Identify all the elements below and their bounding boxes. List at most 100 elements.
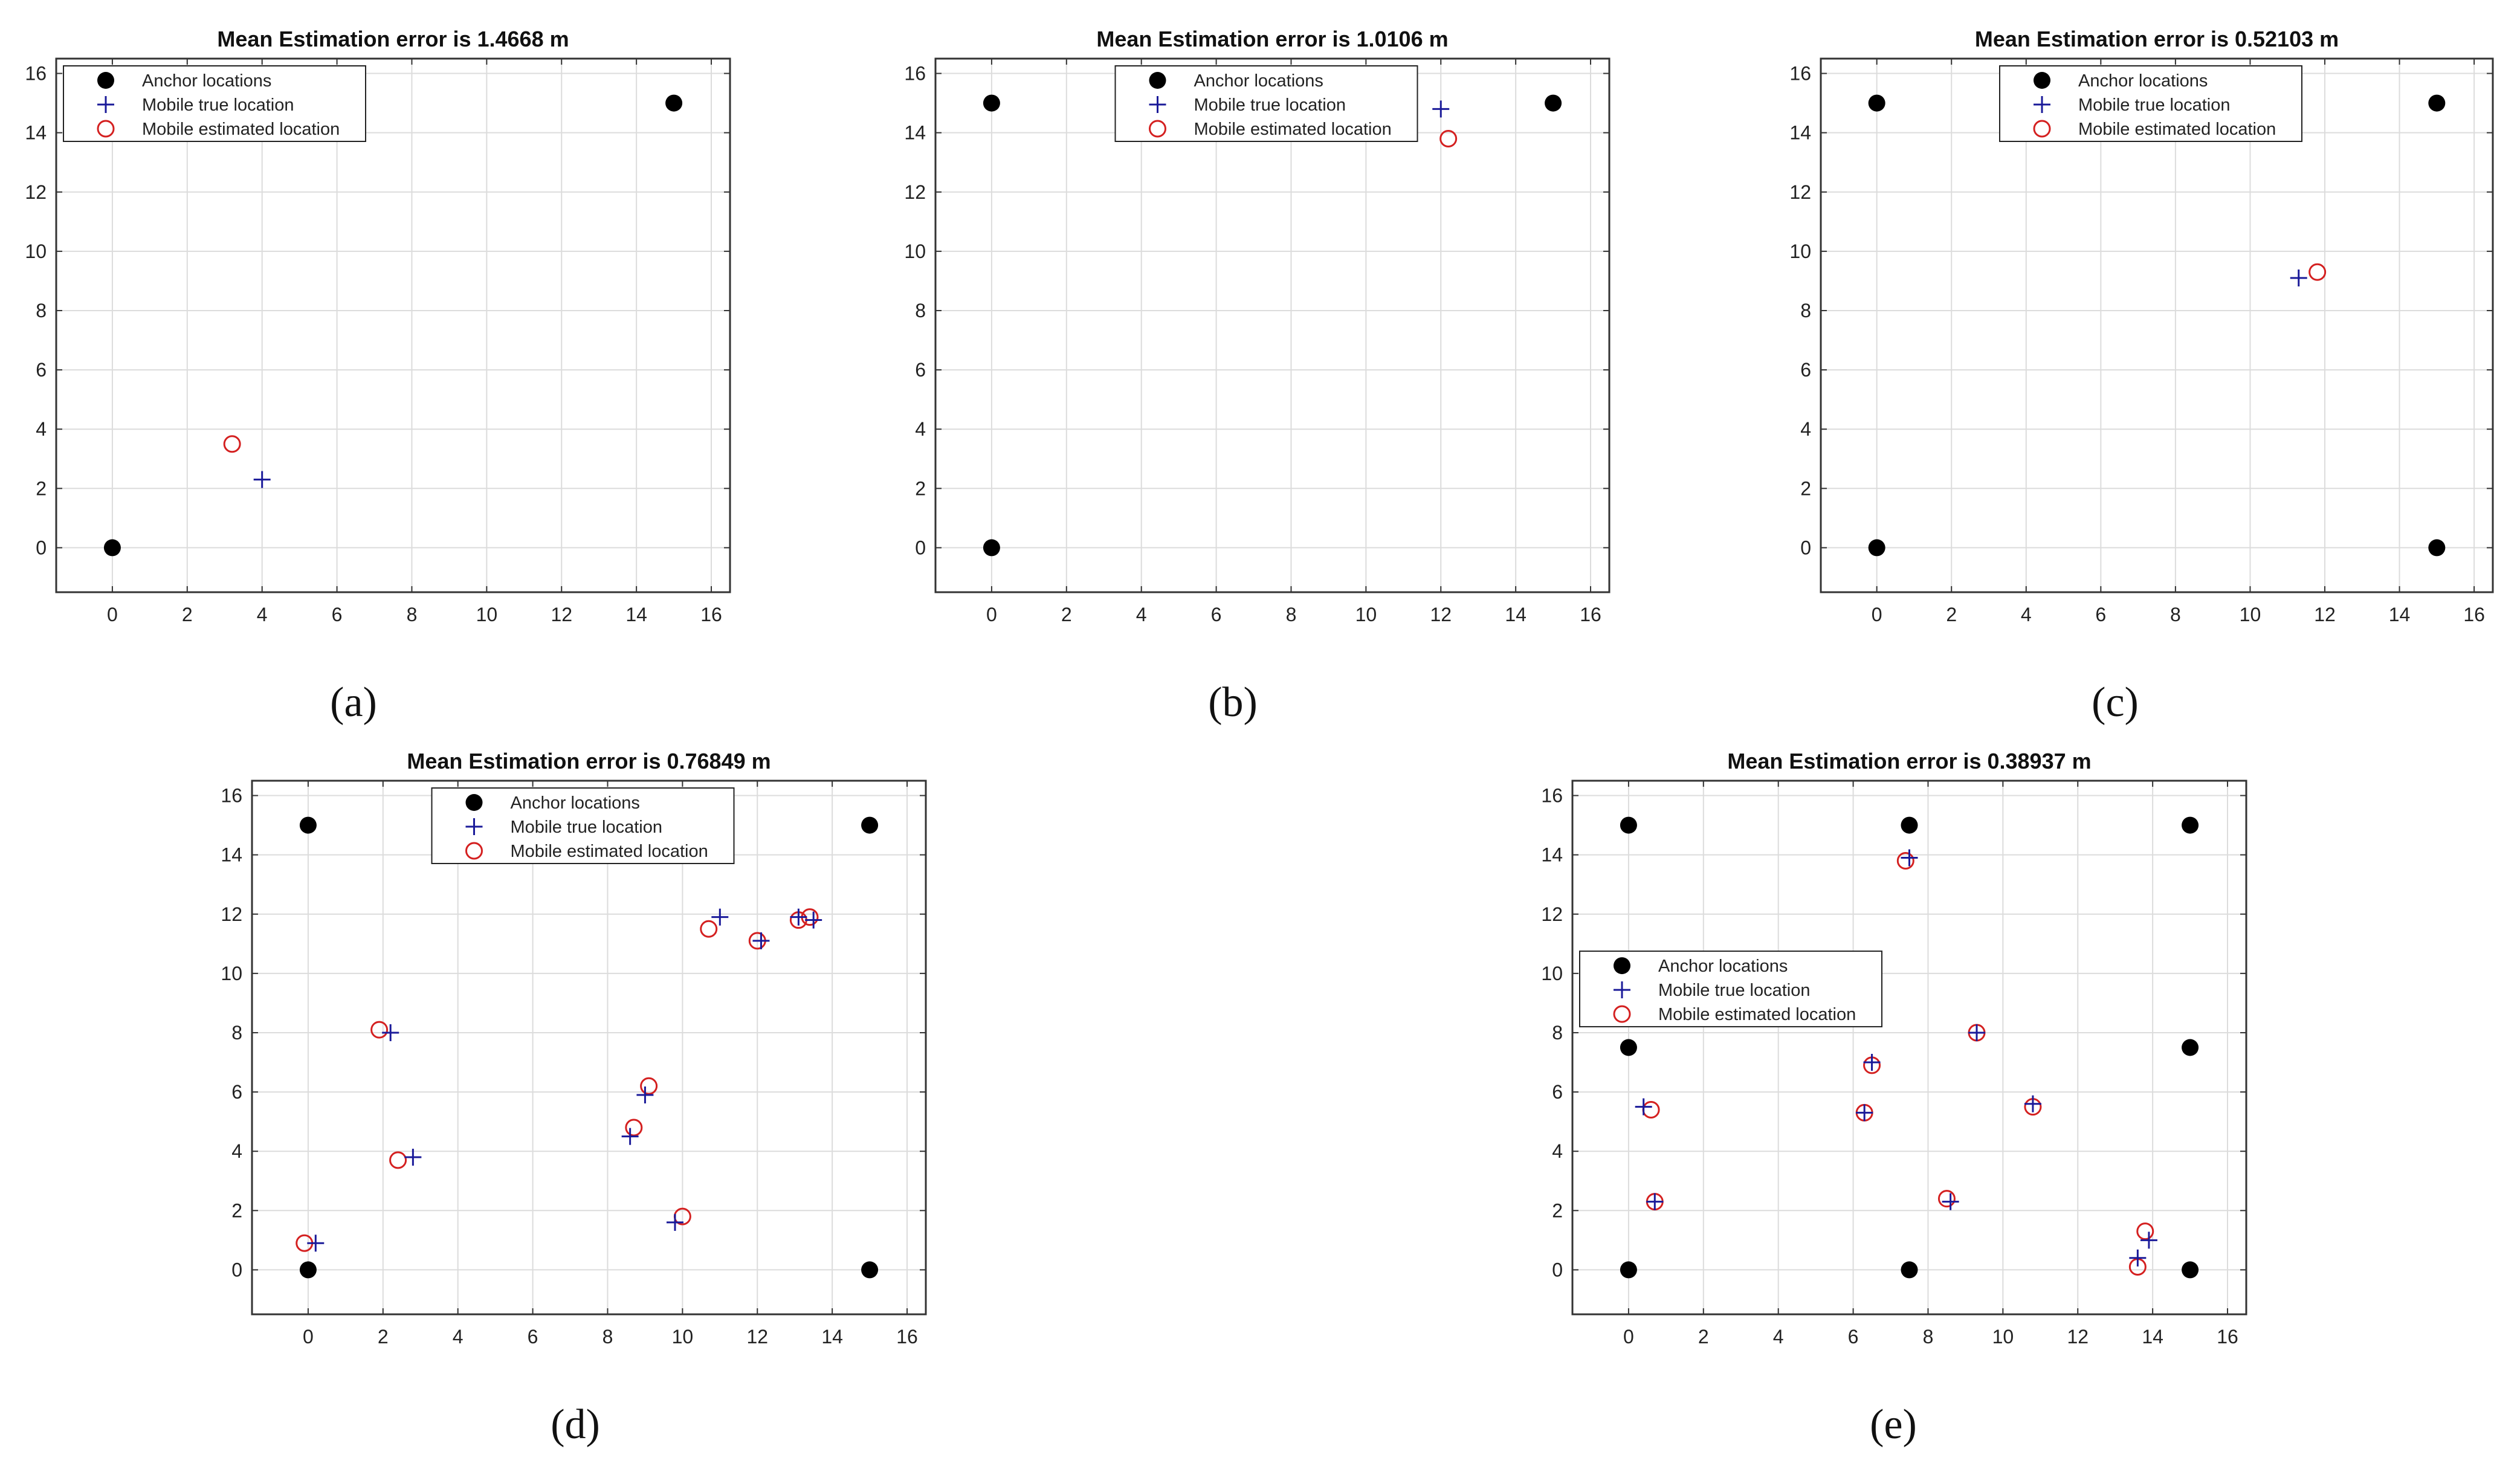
legend: Anchor locations Mobile true location Mobi… <box>431 787 735 864</box>
x-tick-label: 0 <box>1872 604 1882 625</box>
chart-c: 0 2 4 6 8 10 12 14 16 0 2 4 6 8 10 12 14 16 Mean Estimatio… <box>1789 27 2494 726</box>
legend-label: Anchor locations <box>1194 71 1323 91</box>
legend-estimated-marker <box>465 842 483 860</box>
x-tick-label: 4 <box>453 1326 464 1348</box>
x-tick-label: 14 <box>625 604 647 625</box>
x-tick-label: 6 <box>1848 1326 1859 1348</box>
x-tick-label: 16 <box>1580 604 1601 625</box>
y-tick-label: 14 <box>25 122 47 144</box>
anchor-point <box>1620 1261 1637 1279</box>
legend-label: Mobile true location <box>1194 95 1346 115</box>
true-point <box>805 911 822 929</box>
estimated-point <box>389 1151 407 1169</box>
anchor-point <box>665 94 683 112</box>
legend-label: Mobile true location <box>511 818 662 837</box>
y-tick-label: 2 <box>231 1199 242 1221</box>
estimated-point <box>1896 851 1914 870</box>
legend: Anchor locations Mobile true location Mobi… <box>1999 65 2302 142</box>
chart-title: Mean Estimation error is 1.0106 m <box>1096 27 1448 51</box>
y-tick-label: 6 <box>915 359 926 381</box>
true-point <box>1432 100 1450 118</box>
x-tick-label: 0 <box>986 604 997 625</box>
estimated-point <box>2136 1222 2154 1241</box>
legend-anchor-marker <box>1614 957 1630 975</box>
anchor-point <box>103 539 121 557</box>
y-tick-label: 4 <box>1552 1140 1563 1162</box>
x-tick-label: 8 <box>1286 604 1297 625</box>
anchor-point <box>1620 816 1637 834</box>
y-tick-label: 14 <box>1541 844 1563 866</box>
x-tick-label: 6 <box>1211 604 1222 625</box>
legend-label: Anchor locations <box>2078 71 2208 91</box>
true-point <box>382 1024 399 1041</box>
x-tick-label: 2 <box>1061 604 1072 625</box>
plot-area <box>252 781 926 1314</box>
true-point <box>752 932 770 949</box>
x-tick-label: 0 <box>303 1326 314 1348</box>
anchor-point <box>1901 1261 1918 1279</box>
legend-label: Mobile estimated location <box>1194 120 1392 139</box>
anchor-point <box>2182 1261 2199 1279</box>
y-tick-label: 6 <box>1552 1081 1563 1103</box>
legend-label: Mobile estimated location <box>2078 120 2276 139</box>
x-tick-label: 10 <box>2240 604 2261 625</box>
y-tick-label: 2 <box>1552 1199 1563 1221</box>
chart-a: 0 2 4 6 8 10 12 14 16 0 2 4 6 8 10 12 14 16 Mean Estimatio… <box>25 27 731 726</box>
true-point <box>1968 1024 1985 1041</box>
estimated-point <box>1937 1190 1956 1208</box>
estimated-point <box>640 1077 658 1095</box>
legend-label: Anchor locations <box>142 71 271 91</box>
plot-frame <box>55 57 731 593</box>
y-tick-label: 16 <box>1789 63 1811 85</box>
legend-anchor-marker <box>97 72 114 89</box>
x-tick-label: 12 <box>1430 604 1452 625</box>
y-tick-label: 12 <box>221 903 242 925</box>
true-point <box>790 908 807 926</box>
plot-frame <box>1571 780 2247 1316</box>
y-tick-label: 0 <box>231 1259 242 1280</box>
plot-area <box>56 59 730 592</box>
plot-frame <box>934 57 1611 593</box>
y-tick-label: 10 <box>221 963 242 984</box>
y-tick-label: 10 <box>1789 241 1811 262</box>
y-tick-label: 6 <box>1800 359 1811 381</box>
y-tick-label: 12 <box>904 181 926 203</box>
anchor-point <box>983 539 1000 557</box>
x-tick-label: 10 <box>476 604 498 625</box>
x-tick-label: 0 <box>1623 1326 1634 1348</box>
x-tick-label: 14 <box>821 1326 843 1348</box>
chart-d: 0 2 4 6 8 10 12 14 16 0 2 4 6 8 10 12 14 16 Mean Estimatio… <box>221 749 927 1448</box>
legend-label: Mobile estimated location <box>142 120 340 139</box>
y-tick-label: 8 <box>231 1022 242 1044</box>
y-tick-label: 16 <box>25 63 47 85</box>
plot-frame <box>1820 57 2494 593</box>
estimated-point <box>625 1119 643 1137</box>
true-point <box>621 1128 639 1145</box>
anchor-point <box>1868 539 1885 557</box>
y-tick-label: 8 <box>36 300 47 321</box>
true-point <box>1635 1098 1652 1115</box>
y-tick-label: 2 <box>1800 477 1811 499</box>
chart-e: 0 2 4 6 8 10 12 14 16 0 2 4 6 8 10 12 14 16 Mean Estimatio… <box>1541 749 2247 1448</box>
legend-label: Mobile true location <box>1658 981 1810 1000</box>
legend-label: Anchor locations <box>1658 957 1788 976</box>
anchor-point <box>2182 816 2199 834</box>
x-tick-label: 10 <box>1992 1326 2014 1348</box>
plot-area <box>1821 59 2493 592</box>
x-tick-label: 4 <box>1136 604 1147 625</box>
true-point <box>636 1086 654 1103</box>
anchor-point <box>1901 816 1918 834</box>
panel-caption: (c) <box>2092 679 2139 726</box>
y-tick-label: 12 <box>25 181 47 203</box>
x-tick-label: 4 <box>2021 604 2032 625</box>
y-tick-label: 12 <box>1541 903 1563 925</box>
anchor-point <box>1545 94 1562 112</box>
anchor-point <box>1620 1039 1637 1056</box>
panel-caption: (a) <box>330 679 377 726</box>
x-tick-label: 6 <box>2095 604 2106 625</box>
true-point <box>2129 1249 2147 1267</box>
legend-label: Anchor locations <box>511 793 640 813</box>
y-tick-label: 0 <box>915 537 926 558</box>
anchor-point <box>861 816 879 834</box>
x-tick-label: 4 <box>1773 1326 1784 1348</box>
